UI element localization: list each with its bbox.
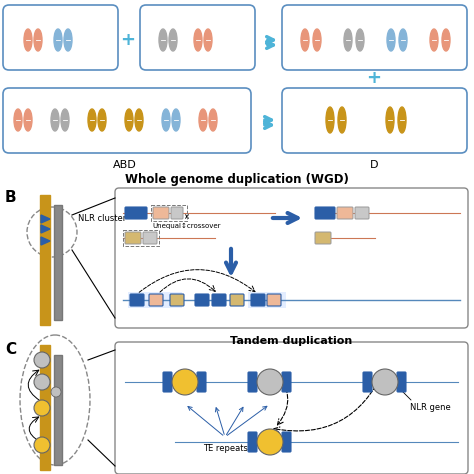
- FancyBboxPatch shape: [171, 207, 183, 219]
- Text: Tandem duplication: Tandem duplication: [230, 336, 352, 346]
- FancyBboxPatch shape: [248, 372, 257, 392]
- FancyBboxPatch shape: [170, 294, 184, 306]
- FancyBboxPatch shape: [282, 5, 467, 70]
- Ellipse shape: [194, 29, 202, 51]
- Bar: [128, 292, 182, 308]
- FancyBboxPatch shape: [153, 207, 169, 219]
- Ellipse shape: [199, 109, 207, 131]
- Ellipse shape: [159, 29, 167, 51]
- FancyBboxPatch shape: [230, 294, 244, 306]
- Bar: [151, 205, 187, 221]
- FancyBboxPatch shape: [3, 5, 118, 70]
- Ellipse shape: [313, 29, 321, 51]
- Ellipse shape: [51, 109, 59, 131]
- FancyBboxPatch shape: [125, 207, 147, 219]
- Ellipse shape: [442, 29, 450, 51]
- Ellipse shape: [338, 107, 346, 133]
- FancyBboxPatch shape: [149, 294, 163, 306]
- Ellipse shape: [135, 109, 143, 131]
- Ellipse shape: [398, 107, 406, 133]
- Ellipse shape: [24, 29, 32, 51]
- Ellipse shape: [301, 29, 309, 51]
- FancyBboxPatch shape: [212, 294, 226, 306]
- Bar: [54, 205, 62, 320]
- Bar: [54, 355, 62, 465]
- Ellipse shape: [61, 109, 69, 131]
- Ellipse shape: [430, 29, 438, 51]
- Circle shape: [257, 429, 283, 455]
- FancyBboxPatch shape: [195, 294, 209, 306]
- Ellipse shape: [356, 29, 364, 51]
- FancyBboxPatch shape: [143, 232, 157, 244]
- Text: Whole genome duplication (WGD): Whole genome duplication (WGD): [125, 173, 349, 186]
- Ellipse shape: [98, 109, 106, 131]
- Circle shape: [34, 437, 50, 453]
- Ellipse shape: [399, 29, 407, 51]
- Polygon shape: [41, 215, 50, 223]
- Polygon shape: [41, 225, 50, 233]
- Bar: [40, 195, 50, 325]
- Text: Unequal↕crossover: Unequal↕crossover: [153, 223, 221, 229]
- Text: B: B: [5, 190, 17, 205]
- Ellipse shape: [169, 29, 177, 51]
- FancyBboxPatch shape: [397, 372, 406, 392]
- Polygon shape: [41, 237, 50, 245]
- Circle shape: [172, 369, 198, 395]
- Ellipse shape: [14, 109, 22, 131]
- FancyBboxPatch shape: [248, 432, 257, 452]
- Text: NLR cluster: NLR cluster: [78, 213, 126, 222]
- FancyBboxPatch shape: [363, 372, 372, 392]
- FancyBboxPatch shape: [315, 207, 335, 219]
- FancyBboxPatch shape: [125, 232, 141, 244]
- Ellipse shape: [172, 109, 180, 131]
- Circle shape: [257, 369, 283, 395]
- Ellipse shape: [326, 107, 334, 133]
- Circle shape: [51, 387, 61, 397]
- Text: ABD: ABD: [113, 160, 137, 170]
- Bar: [40, 345, 50, 470]
- Ellipse shape: [64, 29, 72, 51]
- Circle shape: [372, 369, 398, 395]
- FancyBboxPatch shape: [355, 207, 369, 219]
- Circle shape: [34, 374, 50, 390]
- FancyBboxPatch shape: [282, 432, 291, 452]
- Text: NLR gene: NLR gene: [410, 402, 451, 411]
- Text: TE repeats: TE repeats: [202, 444, 247, 453]
- Text: +: +: [120, 31, 136, 49]
- Ellipse shape: [387, 29, 395, 51]
- FancyBboxPatch shape: [267, 294, 281, 306]
- Ellipse shape: [88, 109, 96, 131]
- FancyBboxPatch shape: [115, 188, 468, 328]
- FancyBboxPatch shape: [163, 372, 172, 392]
- Text: C: C: [5, 342, 16, 357]
- Ellipse shape: [34, 29, 42, 51]
- Text: +: +: [366, 69, 382, 87]
- Ellipse shape: [125, 109, 133, 131]
- Bar: [248, 292, 286, 308]
- FancyBboxPatch shape: [282, 88, 467, 153]
- FancyBboxPatch shape: [130, 294, 144, 306]
- FancyBboxPatch shape: [115, 342, 468, 474]
- FancyBboxPatch shape: [282, 372, 291, 392]
- FancyBboxPatch shape: [337, 207, 353, 219]
- Text: D: D: [370, 160, 378, 170]
- Ellipse shape: [344, 29, 352, 51]
- Ellipse shape: [54, 29, 62, 51]
- FancyBboxPatch shape: [140, 5, 255, 70]
- Ellipse shape: [162, 109, 170, 131]
- Bar: [123, 230, 159, 246]
- Circle shape: [34, 352, 50, 368]
- FancyBboxPatch shape: [3, 88, 251, 153]
- Ellipse shape: [204, 29, 212, 51]
- FancyBboxPatch shape: [315, 232, 331, 244]
- Ellipse shape: [24, 109, 32, 131]
- Ellipse shape: [386, 107, 394, 133]
- FancyBboxPatch shape: [197, 372, 206, 392]
- Circle shape: [34, 400, 50, 416]
- FancyBboxPatch shape: [251, 294, 265, 306]
- Ellipse shape: [209, 109, 217, 131]
